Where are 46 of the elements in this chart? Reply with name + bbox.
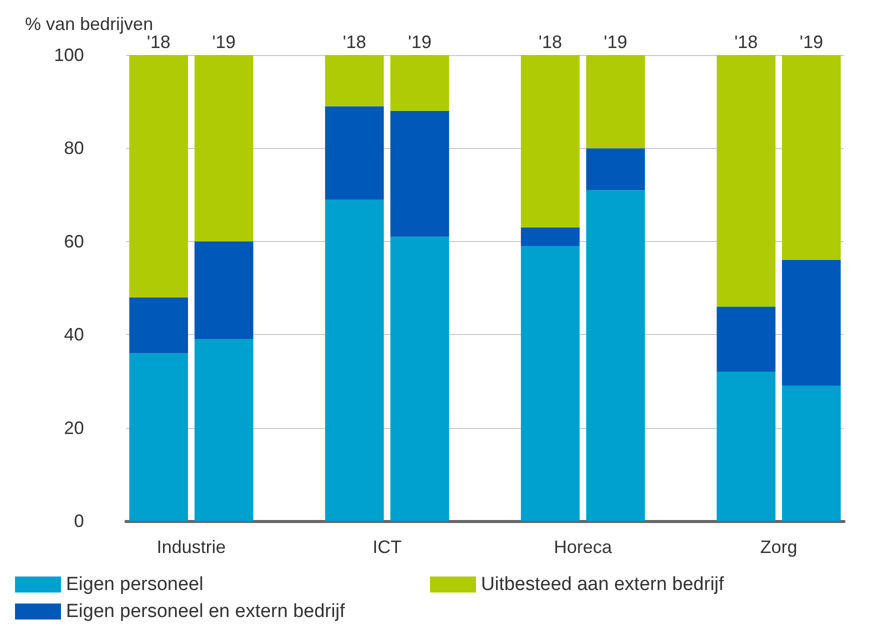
bar: [716, 306, 776, 372]
bar: [782, 386, 841, 521]
bar: [129, 55, 188, 298]
bar: [390, 55, 450, 111]
bar: [586, 148, 645, 190]
y-tick-label: 60: [64, 231, 84, 252]
text: Industrie: [156, 537, 226, 557]
bar: [129, 297, 188, 354]
x-tick-label: '18: [734, 32, 758, 52]
x-tick-label: '19: [212, 32, 236, 52]
bar: [586, 55, 645, 148]
bar: [716, 55, 776, 307]
bar: [520, 246, 580, 521]
bar: [194, 339, 254, 521]
bar: [520, 227, 580, 246]
bar: [129, 353, 188, 521]
bar: [325, 106, 384, 200]
text: Zorg: [760, 537, 798, 557]
x-tick-label: '19: [408, 32, 432, 52]
bar: [390, 110, 450, 237]
bar: [586, 190, 645, 521]
x-tick-label: '18: [146, 32, 170, 52]
y-tick-label: 80: [64, 138, 84, 158]
bar: [716, 372, 776, 521]
legend-label: Eigen personeel: [66, 574, 204, 595]
x-tick-label: '19: [604, 32, 628, 52]
x-tick-label: '18: [342, 32, 366, 52]
legend-label: Eigen personeel en extern bedrijf: [66, 601, 346, 622]
y-tick-label: 40: [64, 324, 84, 345]
bar: [325, 55, 384, 106]
y-tick-label: 20: [64, 418, 84, 438]
x-tick-label: '18: [538, 32, 562, 52]
bar: [194, 55, 254, 242]
bar: [782, 55, 841, 260]
y-tick-label: 0: [74, 511, 84, 531]
y-axis-title: % van bedrijven: [25, 14, 154, 34]
text: ICT: [372, 537, 402, 557]
x-tick-label: '19: [800, 32, 824, 52]
bar: [194, 241, 254, 340]
bar: [520, 55, 580, 228]
legend-label: Uitbesteed aan extern bedrijf: [481, 574, 725, 595]
bar: [325, 199, 384, 521]
y-tick-label: 100: [54, 45, 84, 65]
text: Horeca: [554, 537, 613, 557]
bar: [782, 260, 841, 386]
bar: [390, 236, 450, 521]
